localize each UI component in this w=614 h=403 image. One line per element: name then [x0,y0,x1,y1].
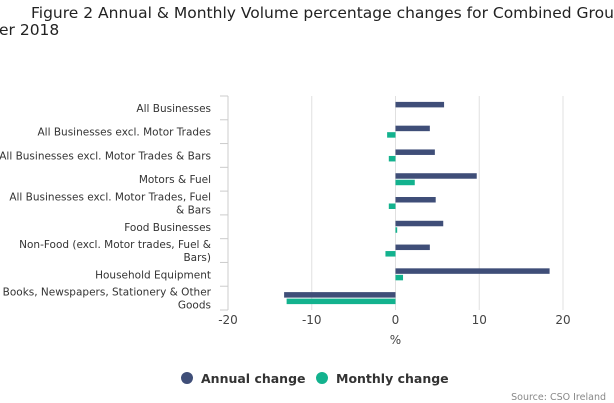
legend-label-monthly: Monthly change [336,370,449,386]
bar-annual-change[interactable] [395,125,430,132]
x-tick-label: 0 [392,313,400,327]
chart-title-line-2: er 2018 [0,21,60,39]
x-tick-label: -10 [302,313,322,327]
category-labels: All Businesses All Businesses excl. Motor… [0,103,212,312]
source-credit: Source: CSO Ireland [511,392,606,403]
bar-annual-change[interactable] [395,197,436,203]
legend-marker-monthly [316,372,328,384]
bar-monthly-change[interactable] [395,227,398,233]
gridlines [220,95,564,311]
category-label: Food Businesses [124,222,211,234]
bar-annual-change[interactable] [395,173,477,179]
category-label: Books, Newspapers, Stationery & Other Goo… [3,287,212,312]
bar-annual-change[interactable] [395,244,430,251]
legend-marker-annual [181,372,193,384]
bar-annual-change[interactable] [284,292,396,298]
chart-title-line-1: Figure 2 Annual & Monthly Volume percent… [31,4,614,22]
category-label: All Businesses [136,103,211,115]
bar-annual-change[interactable] [395,101,445,108]
x-axis-ticks: -20 -10 0 10 20 [218,313,570,327]
category-label: Motors & Fuel [139,174,211,186]
legend-label-annual: Annual change [201,370,306,386]
chart-title: Figure 2 Annual & Monthly Volume percent… [0,0,614,44]
bars [284,101,550,305]
bar-monthly-change[interactable] [395,179,415,186]
x-axis-title: % [390,333,401,347]
bar-monthly-change[interactable] [388,203,396,210]
bar-annual-change[interactable] [395,268,550,274]
legend: Annual change Monthly change [0,368,614,388]
bar-monthly-change[interactable] [286,298,396,305]
category-label: All Businesses excl. Motor Trades & Bars [0,150,211,162]
bar-annual-change[interactable] [395,220,444,227]
category-label: All Businesses excl. Motor Trades, Fuel &… [9,192,211,217]
legend-item-monthly[interactable]: Monthly change [316,368,449,388]
bar-monthly-change[interactable] [385,251,396,257]
x-tick-label: -20 [218,313,238,327]
bar-annual-change[interactable] [395,149,435,155]
category-label: Non-Food (excl. Motor trades, Fuel & Bars… [19,239,211,264]
category-label: Household Equipment [95,269,211,281]
x-tick-label: 10 [472,313,487,327]
category-label: All Businesses excl. Motor Trades [38,127,212,139]
bar-monthly-change[interactable] [388,155,396,162]
bar-monthly-change[interactable] [395,274,404,281]
x-tick-label: 20 [555,313,570,327]
bar-monthly-change[interactable] [387,132,396,138]
legend-item-annual[interactable]: Annual change [181,368,306,388]
